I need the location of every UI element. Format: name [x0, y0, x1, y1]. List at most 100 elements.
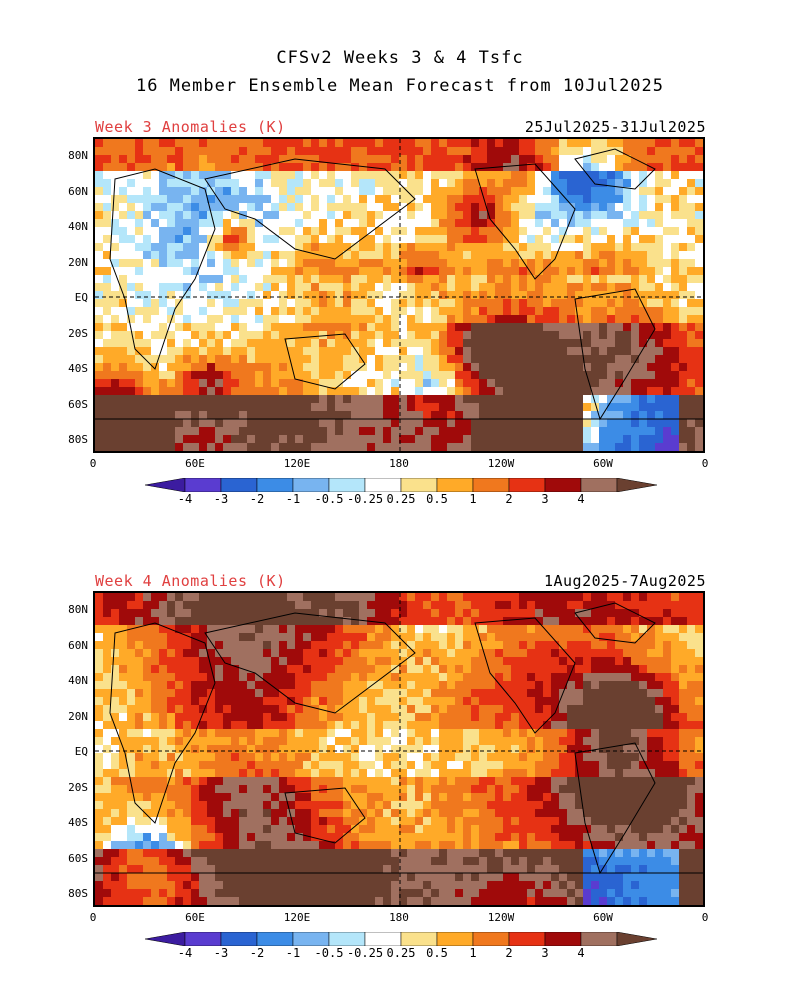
lon-tick-label: 120E	[283, 457, 311, 470]
lat-tick-label: 40N	[68, 674, 88, 687]
chart-title-line-1: CFSv2 Weeks 3 & 4 Tsfc	[276, 48, 524, 68]
colorbar-swatch	[144, 477, 186, 493]
colorbar-swatch	[616, 477, 658, 493]
colorbar-tick-label: -3	[213, 946, 229, 960]
colorbar-swatch	[580, 931, 618, 947]
colorbar-swatch	[472, 931, 510, 947]
lat-tick-label: 20S	[68, 780, 88, 794]
colorbar-swatch	[580, 477, 618, 493]
colorbar-tick-label: -0.25	[346, 492, 384, 506]
colorbar-swatch	[220, 477, 258, 493]
colorbar-swatch	[436, 477, 474, 493]
colorbar-tick-label: 0.25	[386, 946, 416, 960]
colorbar-swatch	[400, 477, 438, 493]
coastline	[204, 612, 416, 714]
lon-tick-label: 0	[701, 911, 709, 924]
lat-tick-label: 20N	[68, 709, 88, 723]
lon-tick-label: 60E	[185, 457, 205, 470]
chart-title-line-2: 16 Member Ensemble Mean Forecast from 10…	[135, 76, 665, 96]
panel-week4-dates: 1Aug2025-7Aug2025	[543, 572, 706, 590]
lat-tick-label: 60S	[68, 851, 88, 865]
colorbar-swatch	[184, 477, 222, 493]
coastline	[574, 148, 656, 190]
colorbar-swatch	[292, 931, 330, 947]
lon-tick-label: 60W	[593, 911, 613, 924]
colorbar-week3	[144, 477, 658, 493]
lat-tick-label: 60N	[68, 184, 88, 198]
coastline	[109, 168, 216, 370]
colorbar-swatch	[544, 931, 582, 947]
colorbar-tick-label: -3	[213, 492, 229, 506]
lat-tick-label: 60N	[68, 638, 88, 652]
lon-tick-label: 120E	[283, 911, 311, 924]
lat-tick-label: 40S	[68, 816, 88, 829]
colorbar-tick-label: -4	[177, 946, 193, 960]
lat-tick-label: 80S	[68, 887, 88, 900]
coastline	[284, 333, 366, 390]
lat-tick-label: 80S	[68, 433, 88, 446]
colorbar-tick-label: -2	[249, 946, 265, 960]
colorbar-tick-label: 3	[541, 492, 549, 506]
lat-tick-label: 80N	[68, 603, 88, 616]
colorbar-swatch	[364, 477, 402, 493]
lon-tick-label: 180	[389, 911, 409, 924]
anomaly-field	[95, 593, 703, 905]
lat-tick-label: EQ	[74, 291, 88, 304]
map-week4	[93, 591, 705, 907]
colorbar-tick-label: 1	[469, 946, 477, 960]
coastline	[284, 787, 366, 844]
colorbar-tick-label: -0.5	[314, 946, 344, 960]
colorbar-swatch	[508, 477, 546, 493]
colorbar-tick-label: 0.25	[386, 492, 416, 506]
colorbar-tick-label: 4	[577, 946, 585, 960]
lat-tick-label: 20S	[68, 326, 88, 340]
lat-tick-label: 20N	[68, 255, 88, 269]
colorbar-week4	[144, 931, 658, 947]
lon-tick-label: 0	[701, 457, 709, 470]
lat-tick-label: 60S	[68, 397, 88, 411]
lon-tick-label: 120W	[487, 457, 515, 470]
colorbar-tick-label: 0.5	[426, 946, 448, 960]
colorbar-swatch	[256, 477, 294, 493]
colorbar-swatch	[328, 477, 366, 493]
lon-tick-label: 180	[389, 457, 409, 470]
panel-week4-label: Week 4 Anomalies (K)	[95, 572, 286, 590]
colorbar-tick-label: 0.5	[426, 492, 448, 506]
coastline	[474, 163, 576, 280]
map-week3	[93, 137, 705, 453]
colorbar-tick-label: 2	[505, 946, 513, 960]
colorbar-tick-label: -4	[177, 492, 193, 506]
panel-week3-dates: 25Jul2025-31Jul2025	[524, 118, 706, 136]
colorbar-swatch	[508, 931, 546, 947]
colorbar-swatch	[256, 931, 294, 947]
colorbar-swatch	[144, 931, 186, 947]
colorbar-tick-label: -0.5	[314, 492, 344, 506]
lon-tick-label: 0	[89, 911, 97, 924]
anomaly-field	[95, 139, 703, 451]
coastline	[574, 742, 656, 875]
colorbar-swatch	[616, 931, 658, 947]
lon-tick-label: 120W	[487, 911, 515, 924]
lon-tick-label: 60E	[185, 911, 205, 924]
colorbar-swatch	[220, 931, 258, 947]
colorbar-swatch	[292, 477, 330, 493]
lon-tick-label: 0	[89, 457, 97, 470]
coastline	[574, 602, 656, 644]
colorbar-tick-label: -0.25	[346, 946, 384, 960]
colorbar-swatch	[544, 477, 582, 493]
coastline	[474, 617, 576, 734]
panel-week3-label: Week 3 Anomalies (K)	[95, 118, 286, 136]
colorbar-tick-label: -1	[285, 492, 301, 506]
colorbar-swatch	[184, 931, 222, 947]
lat-tick-label: EQ	[74, 745, 88, 758]
coastline	[204, 158, 416, 260]
lat-tick-label: 40N	[68, 220, 88, 233]
colorbar-swatch	[436, 931, 474, 947]
lon-tick-label: 60W	[593, 457, 613, 470]
colorbar-tick-label: 1	[469, 492, 477, 506]
colorbar-swatch	[400, 931, 438, 947]
colorbar-tick-label: -2	[249, 492, 265, 506]
colorbar-tick-label: 4	[577, 492, 585, 506]
coastline	[109, 622, 216, 824]
colorbar-swatch	[328, 931, 366, 947]
